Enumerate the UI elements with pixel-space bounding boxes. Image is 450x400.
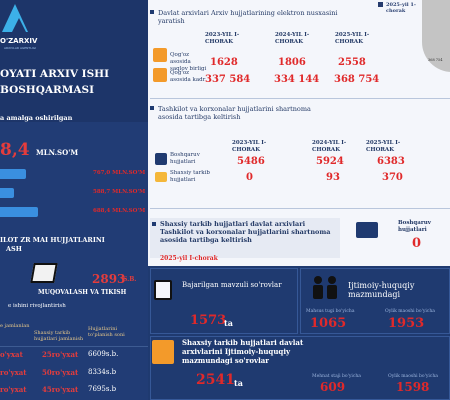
legend-2025-swatch	[378, 2, 383, 7]
logo-text: O'ZARXIV	[0, 37, 38, 45]
card3-sub1-value: 609	[320, 380, 346, 394]
third-box	[150, 218, 340, 258]
family-icon	[310, 275, 340, 299]
third-period: 2025-yil I-chorak	[160, 255, 218, 262]
folder-icon	[153, 48, 167, 62]
card1-value: 1573	[190, 313, 227, 328]
card3-unit: ta	[234, 378, 243, 388]
tasks-unit: S.B.	[123, 276, 137, 283]
files-icon	[155, 153, 167, 165]
document-search-icon	[154, 280, 172, 300]
card3-value: 2541	[196, 372, 235, 388]
section3-title: e ishini rivojlantirish	[8, 303, 66, 309]
archive-icon	[356, 222, 378, 238]
table-row-3-b: 45ro'yxat	[42, 385, 79, 394]
card2-title: Ijtimoiy-huquqiy mazmundagi	[348, 281, 415, 299]
table-row-3-c: 7695s.b	[88, 385, 117, 393]
top-row-2-v2: 334 144	[274, 74, 320, 85]
card3-title: Shaxsiy tarkib hujjatlari davlat arxivla…	[182, 338, 304, 365]
bullet-icon-2	[150, 106, 154, 110]
folder-icon-2	[155, 172, 167, 182]
mid-row-1-v2: 5924	[316, 156, 344, 167]
card2-sub1-label: Mahsus tugi bo'yicha	[306, 309, 355, 314]
section-subtitle: a amalga oshirilgan	[0, 114, 73, 122]
divider-2	[150, 208, 450, 209]
section2-title: ILOT ZR MAI HUJJATLARINI	[0, 236, 105, 244]
mid-row-1-v1: 5486	[237, 156, 265, 167]
top-row-2-label: Qog'oz asosida kadr	[170, 70, 206, 83]
bar-3	[0, 207, 38, 217]
card1-title: Bajarilgan mavzuli so'rovlar	[182, 281, 282, 289]
top-row-1-v3: 2558	[338, 57, 366, 68]
bar-2	[0, 188, 14, 198]
card2-sub1-value: 1065	[310, 316, 347, 331]
logo-sub: ARXIVLAR AGENTLIGI	[4, 46, 37, 50]
table-header-3: Hujjatlarini to'planish soni	[88, 326, 125, 338]
card2-sub2-value: 1953	[388, 316, 425, 331]
top-col-1: 2023-YIL I-CHORAK	[205, 32, 240, 45]
tasks-label: MUQOVALASH VA TIKISH	[38, 289, 127, 296]
legend-2025: 2025-yil 1-chorak	[386, 2, 416, 14]
table-header-1: e jamlanlan	[0, 323, 30, 329]
pie-label: 368 754	[428, 58, 443, 62]
table-row-3-a: ro'yxat	[0, 385, 27, 394]
bar-3-label: 688,4 MLN.SO'M	[93, 208, 146, 214]
document-icon	[153, 68, 167, 82]
top-row-2-v1: 337 584	[205, 74, 251, 85]
mid-row-1-v3: 6383	[377, 156, 405, 167]
big-unit: MLN.SO'M	[36, 148, 79, 157]
mid-heading: Tashkilot va korxonalar hujjatlarini sha…	[158, 105, 311, 121]
table-row-2-b: 50ro'yxat	[42, 368, 79, 377]
bar-1	[0, 169, 26, 179]
page-title-line1: OYATI ARXIV ISHI	[0, 68, 109, 80]
third-heading: Shaxsiy tarkib hujjatlari davlat arxivla…	[160, 220, 331, 244]
table-row-2-a: ro'yxat	[0, 368, 27, 377]
card3-sub2-value: 1598	[396, 380, 430, 394]
card3-sub2-label: Oylik maoshi bo'yicha	[388, 374, 438, 379]
top-heading: Davlat arxivlari Arxiv hujjatlarining el…	[158, 9, 338, 25]
table-row-1-a: o'yxat	[0, 350, 23, 359]
mid-row-2-label: Shaxsiy tarkib hujjatlari	[170, 170, 210, 183]
bullet-icon-3	[152, 222, 156, 226]
bullet-icon	[150, 10, 154, 14]
mid-col-3: 2025-YIL I-CHORAK	[366, 140, 401, 153]
mid-row-2-v2: 93	[326, 172, 340, 183]
third-box-label: Boshqaruv hujjatlari	[398, 220, 431, 233]
card-1	[150, 268, 298, 334]
card2-sub2-label: Oylik maoshi bo'yicha	[385, 309, 435, 314]
mid-row-1-label: Boshqaruv hujjatlari	[170, 152, 200, 165]
book-icon	[30, 263, 58, 283]
card3-sub1-label: Mehnat staji bo'yicha	[312, 374, 361, 379]
top-row-2-v3: 368 754	[334, 74, 380, 85]
card1-unit: ta	[224, 318, 233, 328]
top-col-2: 2024-YIL I-CHORAK	[275, 32, 310, 45]
mid-col-1: 2023-YIL I-CHORAK	[232, 140, 267, 153]
mid-col-2: 2024-YIL I-CHORAK	[312, 140, 347, 153]
mid-row-2-v1: 0	[246, 172, 253, 183]
building-icon	[152, 340, 174, 364]
table-header-2: Shaxsiy tarkib hujjatlari jamlanish	[34, 330, 84, 342]
top-row-1-v1: 1628	[210, 57, 238, 68]
bar-1-label: 767,0 MLN.SO'M	[93, 170, 146, 176]
divider-1	[150, 98, 450, 99]
table-divider	[0, 346, 148, 347]
tasks-value: 2893	[92, 272, 126, 286]
big-value: 8,4	[0, 140, 30, 160]
top-row-1-label: Qog'oz asosida saqlov birligi	[170, 52, 207, 72]
third-box-value: 0	[412, 236, 422, 251]
top-row-1-v2: 1806	[278, 57, 306, 68]
top-col-3: 2025-YIL I-CHORAK	[335, 32, 370, 45]
mid-row-2-v3: 370	[382, 172, 403, 183]
logo-inner	[12, 18, 26, 32]
bar-2-label: 588,7 MLN.SO'M	[93, 189, 146, 195]
table-row-1-c: 6609s.b.	[88, 350, 119, 358]
table-row-2-c: 8334s.b	[88, 368, 117, 376]
page-title-line2: BOSHQARMASI	[0, 84, 95, 96]
section2-title2: ASH	[6, 245, 22, 253]
table-row-1-b: 25ro'yxat	[42, 350, 79, 359]
